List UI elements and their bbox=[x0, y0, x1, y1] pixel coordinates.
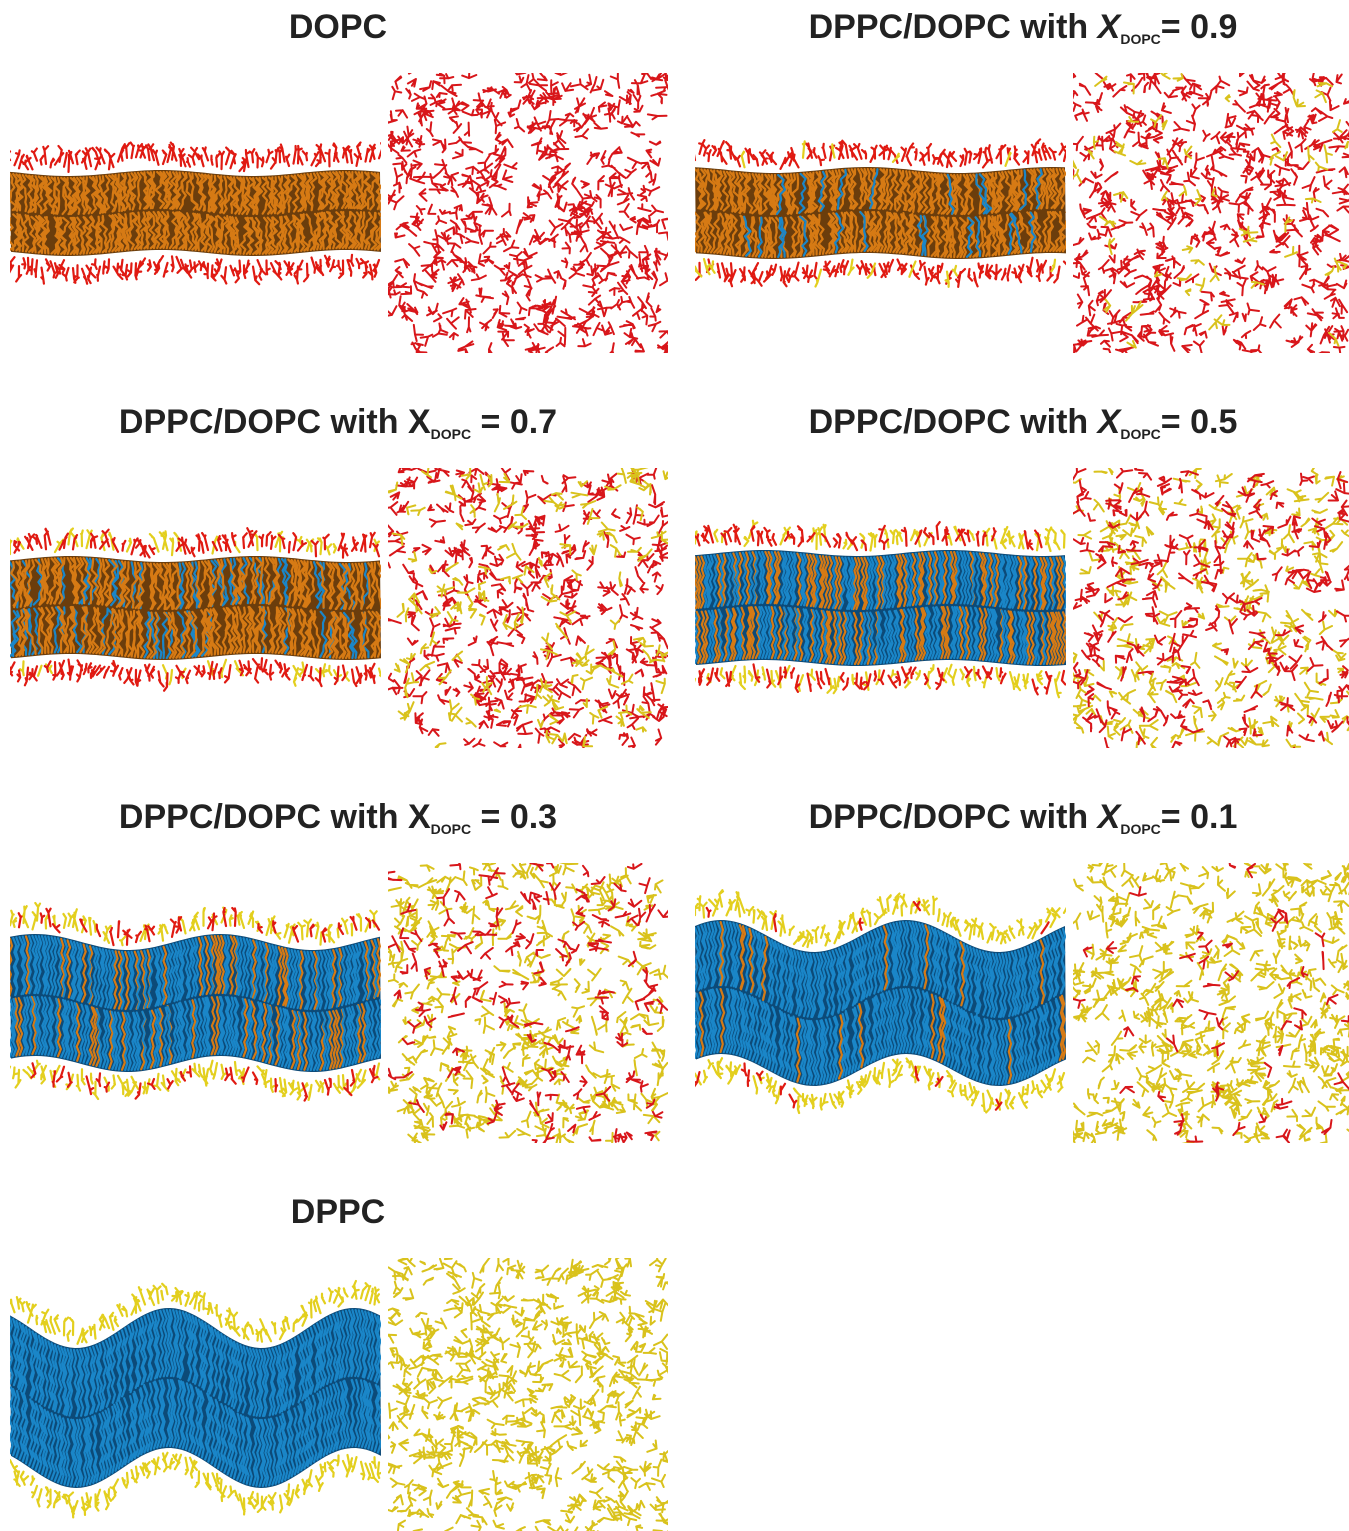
panel-title: DPPC/DOPC with XDOPC= 0.9 bbox=[693, 8, 1349, 47]
bilayer-top-view bbox=[388, 73, 668, 353]
bilayer-top-view bbox=[1073, 863, 1349, 1143]
headgroup-sticks bbox=[388, 1258, 668, 1531]
title-subscript: DOPC bbox=[1120, 31, 1160, 47]
title-suffix: = 0.9 bbox=[1161, 8, 1238, 46]
title-suffix: = 0.1 bbox=[1161, 798, 1238, 836]
bilayer-side-view bbox=[695, 468, 1066, 748]
title-variable: X bbox=[1098, 403, 1121, 441]
title-variable: X bbox=[1098, 798, 1121, 836]
headgroup-sticks bbox=[388, 863, 668, 1143]
headgroup-sticks bbox=[1073, 73, 1349, 353]
headgroup-sticks bbox=[388, 73, 668, 353]
bilayer-top-view bbox=[1073, 468, 1349, 748]
panel-title: DPPC bbox=[8, 1193, 668, 1232]
bilayer-top-view bbox=[388, 468, 668, 748]
title-text: DPPC bbox=[291, 1193, 385, 1231]
title-text: DPPC/DOPC with bbox=[119, 798, 408, 836]
bilayer-top-view bbox=[388, 1258, 668, 1531]
title-variable: X bbox=[408, 403, 431, 441]
figure: DOPCDPPC/DOPC with XDOPC= 0.9DPPC/DOPC w… bbox=[0, 0, 1349, 1531]
bilayer-side-view bbox=[10, 73, 381, 353]
bilayer-top-view bbox=[1073, 73, 1349, 353]
headgroup-sticks bbox=[1073, 863, 1349, 1143]
title-suffix: = 0.3 bbox=[471, 798, 557, 836]
bilayer-top-view bbox=[388, 863, 668, 1143]
panel-title: DPPC/DOPC with XDOPC= 0.5 bbox=[693, 403, 1349, 442]
title-text: DOPC bbox=[289, 8, 387, 46]
title-variable: X bbox=[408, 798, 431, 836]
panel-title: DPPC/DOPC with XDOPC= 0.1 bbox=[693, 798, 1349, 837]
title-text: DPPC/DOPC with bbox=[809, 8, 1098, 46]
title-suffix: = 0.7 bbox=[471, 403, 557, 441]
panel-title: DPPC/DOPC with XDOPC = 0.3 bbox=[8, 798, 668, 837]
bilayer-side-view bbox=[695, 863, 1066, 1143]
title-text: DPPC/DOPC with bbox=[809, 798, 1098, 836]
panel-title: DPPC/DOPC with XDOPC = 0.7 bbox=[8, 403, 668, 442]
title-text: DPPC/DOPC with bbox=[119, 403, 408, 441]
bilayer-side-view bbox=[10, 1258, 381, 1531]
bilayer-side-view bbox=[695, 73, 1066, 353]
bilayer-side-view bbox=[10, 468, 381, 748]
title-variable: X bbox=[1098, 8, 1121, 46]
title-suffix: = 0.5 bbox=[1161, 403, 1238, 441]
title-subscript: DOPC bbox=[431, 821, 471, 837]
panel-title: DOPC bbox=[8, 8, 668, 47]
title-subscript: DOPC bbox=[1120, 426, 1160, 442]
title-subscript: DOPC bbox=[1120, 821, 1160, 837]
title-text: DPPC/DOPC with bbox=[809, 403, 1098, 441]
bilayer-side-view bbox=[10, 863, 381, 1143]
title-subscript: DOPC bbox=[431, 426, 471, 442]
